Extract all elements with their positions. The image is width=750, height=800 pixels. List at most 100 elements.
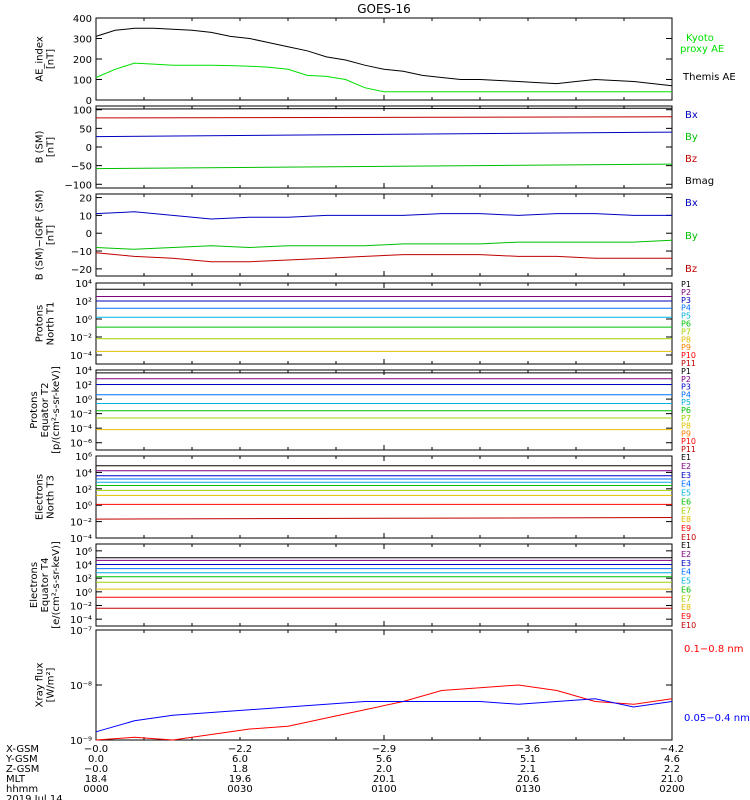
legend-p1: P1 bbox=[681, 367, 691, 376]
legend-p2: P2 bbox=[681, 288, 691, 297]
legend-bx: Bx bbox=[685, 198, 698, 209]
legend-p11: P11 bbox=[681, 359, 696, 368]
ephemeris-value: 20.1 bbox=[373, 774, 395, 785]
y-tick-label: 10⁻⁴ bbox=[70, 351, 92, 362]
legend-p6: P6 bbox=[681, 320, 691, 329]
series-line-00504nm bbox=[95, 698, 673, 733]
ephemeris-value: 0.0 bbox=[88, 754, 104, 765]
ephemeris-value: −2.9 bbox=[372, 744, 396, 755]
y-tick-label: 0 bbox=[86, 143, 92, 154]
legend-e5: E5 bbox=[681, 577, 691, 586]
y-tick-label: 200 bbox=[73, 55, 92, 66]
legend-e2: E2 bbox=[681, 550, 691, 559]
y-axis-label: Equator T4 bbox=[40, 558, 51, 613]
y-tick-label: 10⁻⁶ bbox=[70, 439, 92, 450]
legend-bz: Bz bbox=[685, 154, 697, 165]
series-line-by bbox=[95, 163, 673, 170]
series-line-kyotoproxyae bbox=[95, 62, 672, 93]
legend-e4: E4 bbox=[681, 568, 691, 577]
y-tick-label: 100 bbox=[73, 76, 92, 87]
y-tick-label: 10⁻⁸ bbox=[70, 681, 92, 692]
legend-e4: E4 bbox=[681, 480, 691, 489]
panel-7: 10⁻⁹ 10⁻⁸ 10⁻⁷ Xray flux [W/m²] bbox=[35, 626, 673, 747]
series-line-e10 bbox=[95, 517, 673, 520]
y-tick-label: 10⁴ bbox=[75, 279, 92, 290]
panel-frame bbox=[95, 105, 673, 189]
legend-bx: Bx bbox=[685, 110, 698, 121]
ephemeris-value: 20.6 bbox=[517, 774, 539, 785]
y-tick-label: 100 bbox=[73, 106, 92, 117]
ephemeris-row-label: 2019 Jul 14 bbox=[6, 794, 63, 800]
panel-4: 10⁻⁶ 10⁻⁴ 10⁻² 10⁰ 10² 10⁴ Protons Equator T2 [p… bbox=[29, 366, 673, 454]
ephemeris-value: 6.0 bbox=[232, 754, 248, 765]
panel-5: 10⁻⁴ 10⁻² 10⁰ 10² 10⁴ 10⁶ Electrons North T3 bbox=[35, 452, 673, 545]
legend-p1: P1 bbox=[681, 280, 691, 289]
y-axis-label: [e/(cm²-s-sr-keV)] bbox=[51, 541, 62, 629]
y-axis-label: [nT] bbox=[46, 225, 57, 245]
y-tick-label: 10⁰ bbox=[75, 395, 92, 406]
y-axis-label: B (SM) bbox=[35, 130, 46, 163]
y-tick-label: 10⁰ bbox=[75, 501, 92, 512]
y-tick-label: 10⁴ bbox=[75, 468, 92, 479]
y-tick-label: 10⁻² bbox=[70, 410, 92, 421]
y-tick-label: −20 bbox=[71, 265, 92, 276]
ephemeris-value: −3.6 bbox=[516, 744, 540, 755]
y-axis-label: AE_index bbox=[35, 36, 46, 82]
legend-e1: E1 bbox=[681, 453, 691, 462]
legend-e10: E10 bbox=[681, 533, 696, 542]
legend-bz: Bz bbox=[685, 264, 697, 275]
ephemeris-value: 5.1 bbox=[520, 754, 536, 765]
series-line-themisae bbox=[95, 27, 673, 87]
panel-frame bbox=[95, 193, 673, 277]
legend-p4: P4 bbox=[681, 304, 691, 313]
y-tick-label: 0 bbox=[86, 96, 92, 107]
y-tick-label: 10² bbox=[75, 297, 92, 308]
y-tick-label: 0 bbox=[86, 229, 92, 240]
legend-p4: P4 bbox=[681, 390, 691, 399]
y-tick-label: 10⁻² bbox=[70, 602, 92, 613]
ephemeris-value: 2.0 bbox=[376, 764, 392, 775]
legend-themis: Themis AE bbox=[682, 72, 736, 83]
legend-e9: E9 bbox=[681, 612, 691, 621]
ephemeris-row-label: X-GSM bbox=[6, 744, 39, 755]
legend-e6: E6 bbox=[681, 497, 691, 506]
legend-p6: P6 bbox=[681, 406, 691, 415]
y-axis-label: B (SM)−IGRF (SM) bbox=[35, 190, 46, 281]
panel-3: 10⁻⁴ 10⁻² 10⁰ 10² 10⁴ Protons North T1 bbox=[35, 279, 673, 365]
legend-kyoto: Kyoto bbox=[686, 33, 714, 44]
legend-e6: E6 bbox=[681, 585, 691, 594]
ephemeris-value: 0100 bbox=[371, 784, 396, 795]
y-tick-label: −100 bbox=[65, 180, 92, 191]
y-axis-label: Xray flux bbox=[35, 663, 46, 708]
panel-frame bbox=[95, 369, 673, 451]
legend-e10: E10 bbox=[681, 621, 696, 630]
y-tick-label: 10⁻² bbox=[70, 518, 92, 529]
legend-p3: P3 bbox=[681, 383, 691, 392]
legend-xray-short: 0.05−0.4 nm bbox=[684, 713, 750, 724]
y-tick-label: 10⁻⁴ bbox=[70, 424, 92, 435]
legend-e8: E8 bbox=[681, 515, 691, 524]
y-tick-label: 10⁶ bbox=[75, 547, 92, 558]
y-tick-label: 50 bbox=[79, 124, 92, 135]
y-axis-label: North T1 bbox=[46, 302, 57, 346]
ephemeris-value: −0.0 bbox=[84, 744, 108, 755]
series-line-bz bbox=[95, 252, 672, 263]
y-tick-label: 20 bbox=[79, 194, 92, 205]
ephemeris-value: 1.8 bbox=[232, 764, 248, 775]
legend-e7: E7 bbox=[681, 506, 691, 515]
y-tick-label: 10 bbox=[79, 211, 92, 222]
legend-p10: P10 bbox=[681, 351, 696, 360]
y-axis-label: Electrons bbox=[29, 562, 40, 608]
series-line-by bbox=[95, 239, 673, 250]
legend-p5: P5 bbox=[681, 312, 691, 321]
y-tick-label: 10⁰ bbox=[75, 315, 92, 326]
y-tick-label: 10⁶ bbox=[75, 452, 92, 463]
legend-p7: P7 bbox=[681, 327, 691, 336]
y-tick-label: 10⁻⁴ bbox=[70, 615, 92, 626]
y-axis-label: [nT] bbox=[46, 137, 57, 157]
y-tick-label: 10⁻⁹ bbox=[70, 736, 92, 747]
panel-6: 10⁻⁴ 10⁻² 10⁰ 10² 10⁴ 10⁶ Electrons Equator T4[… bbox=[29, 541, 673, 629]
legend-bmag: Bmag bbox=[685, 176, 714, 187]
